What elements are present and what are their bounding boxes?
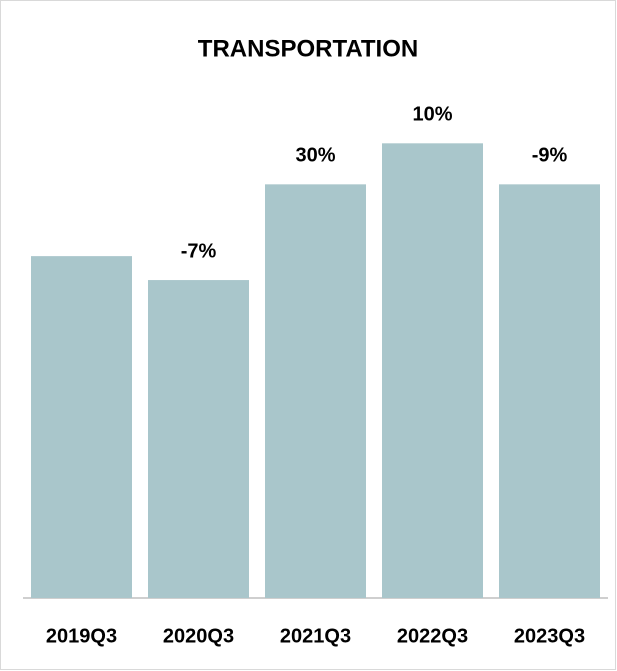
change-label: -9% — [532, 145, 568, 167]
bar — [265, 184, 366, 599]
bar — [382, 143, 483, 598]
change-label: 10% — [412, 104, 452, 126]
bar — [499, 184, 600, 599]
chart-title: TRANSPORTATION — [198, 35, 418, 62]
bar — [31, 256, 132, 598]
change-label: -7% — [181, 240, 217, 262]
bar — [148, 280, 249, 598]
change-label: 30% — [295, 145, 335, 167]
x-tick-label: 2022Q3 — [397, 625, 468, 647]
x-tick-label: 2019Q3 — [46, 625, 117, 647]
x-tick-label: 2021Q3 — [280, 625, 351, 647]
x-tick-label: 2023Q3 — [514, 625, 585, 647]
x-tick-label: 2020Q3 — [163, 625, 234, 647]
